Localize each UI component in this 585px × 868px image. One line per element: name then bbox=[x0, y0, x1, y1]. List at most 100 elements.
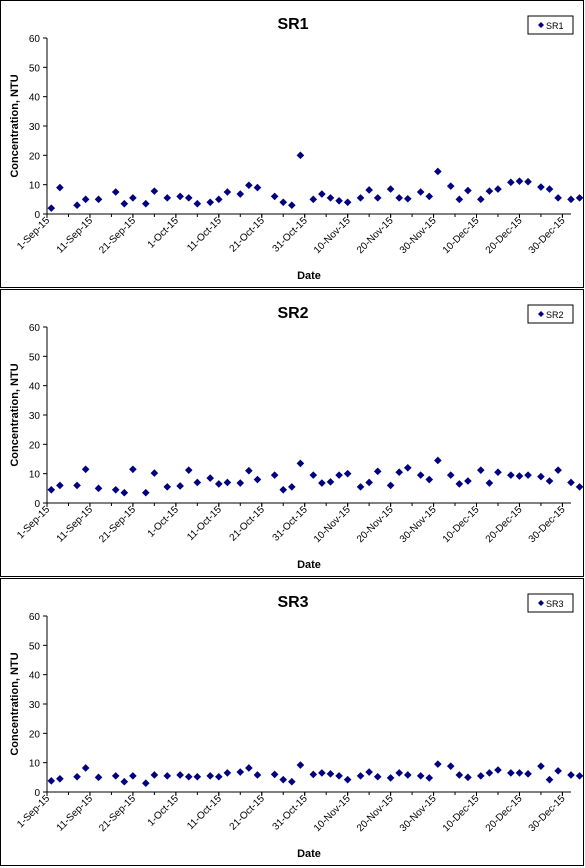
data-point bbox=[416, 188, 425, 196]
data-point bbox=[545, 185, 554, 193]
data-point bbox=[120, 199, 129, 208]
data-point bbox=[373, 772, 382, 781]
data-point bbox=[81, 465, 90, 474]
data-point bbox=[206, 772, 215, 780]
data-point bbox=[373, 194, 382, 202]
data-point bbox=[507, 178, 515, 187]
x-tick-label: 1-Oct-15 bbox=[146, 793, 182, 829]
x-tick-label: 31-Oct-15 bbox=[271, 793, 311, 833]
data-point bbox=[81, 764, 90, 772]
x-tick-label: 30-Nov-15 bbox=[398, 215, 439, 256]
data-point bbox=[129, 772, 137, 780]
data-point bbox=[288, 201, 296, 209]
data-point bbox=[296, 761, 305, 769]
data-point bbox=[464, 477, 472, 485]
data-point bbox=[485, 479, 494, 487]
y-tick-label: 30 bbox=[29, 700, 41, 711]
data-point bbox=[120, 488, 129, 497]
data-point bbox=[245, 466, 253, 475]
data-point bbox=[343, 198, 352, 207]
data-point bbox=[288, 483, 296, 491]
data-point bbox=[365, 186, 373, 194]
data-point bbox=[193, 199, 202, 208]
data-point bbox=[184, 466, 193, 474]
data-point bbox=[129, 465, 137, 474]
y-tick-label: 60 bbox=[29, 323, 41, 334]
data-point bbox=[485, 769, 494, 777]
y-axis-label: Concentration, NTU bbox=[9, 652, 21, 755]
x-tick-label: 30-Dec-15 bbox=[527, 793, 568, 834]
data-point bbox=[150, 469, 159, 477]
data-point bbox=[176, 482, 184, 490]
x-tick-label: 11-Sep-15 bbox=[55, 504, 96, 545]
x-axis-label: Date bbox=[297, 559, 321, 571]
legend-box bbox=[527, 15, 574, 35]
data-point bbox=[464, 186, 472, 195]
data-point bbox=[386, 185, 395, 193]
data-point bbox=[206, 198, 215, 207]
data-point bbox=[236, 768, 245, 776]
x-tick-label: 21-Sep-15 bbox=[97, 504, 138, 545]
x-tick-label: 30-Dec-15 bbox=[527, 215, 568, 256]
data-point bbox=[56, 183, 64, 192]
data-point bbox=[326, 478, 335, 486]
data-point bbox=[416, 471, 425, 479]
data-point bbox=[485, 187, 494, 195]
data-point bbox=[507, 769, 515, 777]
x-tick-label: 31-Oct-15 bbox=[271, 215, 311, 255]
data-point bbox=[56, 775, 64, 783]
y-tick-label: 10 bbox=[29, 470, 41, 481]
data-point bbox=[515, 472, 524, 480]
data-point bbox=[356, 772, 365, 780]
data-point bbox=[425, 774, 434, 782]
data-point bbox=[309, 471, 318, 479]
data-point bbox=[343, 775, 352, 784]
data-point bbox=[335, 197, 343, 205]
data-point bbox=[309, 195, 318, 204]
data-point bbox=[365, 478, 373, 487]
data-point bbox=[464, 773, 472, 782]
data-point bbox=[455, 195, 464, 204]
data-point bbox=[494, 185, 502, 193]
x-tick-label: 11-Oct-15 bbox=[185, 793, 224, 832]
x-tick-label: 20-Nov-15 bbox=[355, 504, 396, 545]
chart-panel-sr2: SR2 0 10 20 30 40 50 60 1-Sep-15 11-Sep-15 21-Sep-… bbox=[0, 289, 584, 577]
data-point bbox=[150, 187, 159, 195]
data-point bbox=[176, 192, 184, 201]
data-point bbox=[141, 488, 150, 497]
y-tick-label: 30 bbox=[29, 122, 41, 133]
data-point bbox=[270, 770, 279, 779]
data-point bbox=[455, 771, 464, 779]
y-tick-label: 0 bbox=[34, 499, 40, 510]
x-tick-label: 10-Nov-15 bbox=[312, 215, 353, 256]
data-point bbox=[326, 194, 335, 202]
data-point bbox=[395, 194, 403, 202]
x-tick-label: 21-Oct-15 bbox=[228, 504, 268, 544]
data-point bbox=[215, 772, 223, 781]
y-tick-label: 20 bbox=[29, 729, 41, 740]
data-point bbox=[554, 767, 562, 775]
data-point bbox=[163, 483, 172, 491]
data-point bbox=[356, 483, 365, 491]
x-tick-label: 11-Sep-15 bbox=[55, 793, 96, 834]
data-point bbox=[47, 486, 56, 494]
x-tick-label: 11-Sep-15 bbox=[55, 215, 96, 256]
data-point bbox=[395, 769, 403, 777]
x-tick-label: 30-Nov-15 bbox=[398, 504, 439, 545]
legend-marker bbox=[538, 22, 544, 28]
data-point bbox=[575, 483, 584, 491]
y-tick-label: 50 bbox=[29, 641, 41, 652]
data-point bbox=[446, 762, 455, 770]
data-point bbox=[477, 772, 485, 780]
x-tick-label: 10-Dec-15 bbox=[441, 215, 482, 256]
y-tick-label: 30 bbox=[29, 411, 41, 422]
data-point bbox=[416, 772, 425, 780]
data-point bbox=[373, 467, 382, 476]
y-tick-label: 40 bbox=[29, 382, 41, 393]
data-point bbox=[567, 195, 575, 204]
x-tick-label: 20-Dec-15 bbox=[484, 215, 525, 256]
x-tick-label: 30-Nov-15 bbox=[398, 793, 439, 834]
data-point bbox=[477, 466, 485, 474]
